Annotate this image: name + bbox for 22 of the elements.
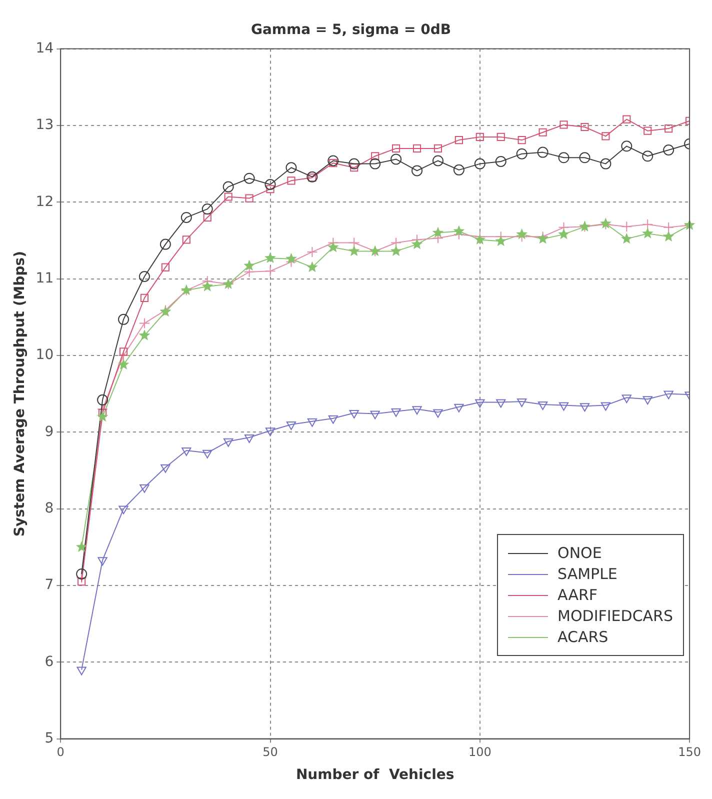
legend-label: ACARS <box>558 628 608 646</box>
chart-title: Gamma = 5, sigma = 0dB <box>250 22 452 38</box>
legend-label: ONOE <box>558 544 602 562</box>
y-tick-label: 6 <box>44 654 54 670</box>
y-tick-label: 10 <box>36 347 54 364</box>
y-tick-label: 11 <box>36 270 54 286</box>
y-tick-label: 13 <box>36 117 54 134</box>
y-axis-title: System Average Throughput (Mbps) <box>12 251 28 537</box>
legend-label: MODIFIEDCARS <box>558 607 673 625</box>
legend-label: SAMPLE <box>558 565 618 583</box>
y-tick-label: 9 <box>44 424 54 440</box>
x-tick-label: 100 <box>468 745 492 760</box>
legend-label: AARF <box>558 586 598 604</box>
y-tick-label: 14 <box>36 40 54 56</box>
y-tick-label: 12 <box>36 194 54 210</box>
x-axis-title: Number of Vehicles <box>296 767 454 784</box>
y-tick-label: 8 <box>44 500 54 516</box>
y-tick-label: 5 <box>44 730 54 746</box>
x-tick-label: 150 <box>678 745 701 760</box>
y-tick-label: 7 <box>44 577 54 594</box>
x-tick-label: 50 <box>262 745 278 760</box>
x-tick-label: 0 <box>56 745 64 760</box>
